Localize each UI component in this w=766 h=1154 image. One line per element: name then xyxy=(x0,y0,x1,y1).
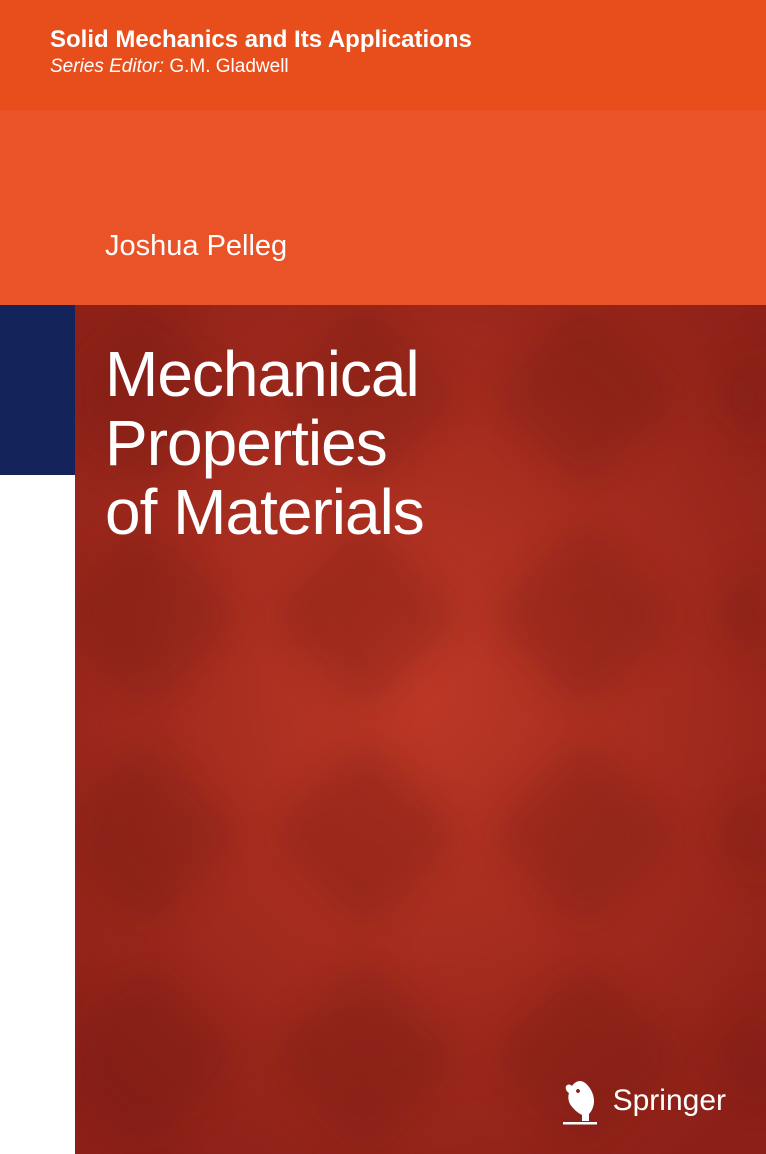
book-title: Mechanical Properties of Materials xyxy=(105,340,424,547)
author-section: Joshua Pelleg xyxy=(0,110,766,305)
publisher-name: Springer xyxy=(613,1084,726,1118)
author-name: Joshua Pelleg xyxy=(105,230,766,263)
series-editor-label: Series Editor: xyxy=(50,56,164,77)
series-title: Solid Mechanics and Its Applications xyxy=(50,26,716,54)
publisher-block: Springer xyxy=(559,1076,726,1126)
series-editor-name: G.M. Gladwell xyxy=(169,56,288,77)
title-line-1: Mechanical xyxy=(105,340,424,409)
series-header: Solid Mechanics and Its Applications Ser… xyxy=(0,0,766,110)
springer-horse-icon xyxy=(559,1076,601,1126)
title-line-2: Properties xyxy=(105,409,424,478)
title-line-3: of Materials xyxy=(105,478,424,547)
left-accent-bar xyxy=(0,305,75,475)
book-cover: Solid Mechanics and Its Applications Ser… xyxy=(0,0,766,1154)
series-editor: Series Editor: G.M. Gladwell xyxy=(50,56,716,78)
main-title-section: Mechanical Properties of Materials Sprin… xyxy=(75,305,766,1154)
